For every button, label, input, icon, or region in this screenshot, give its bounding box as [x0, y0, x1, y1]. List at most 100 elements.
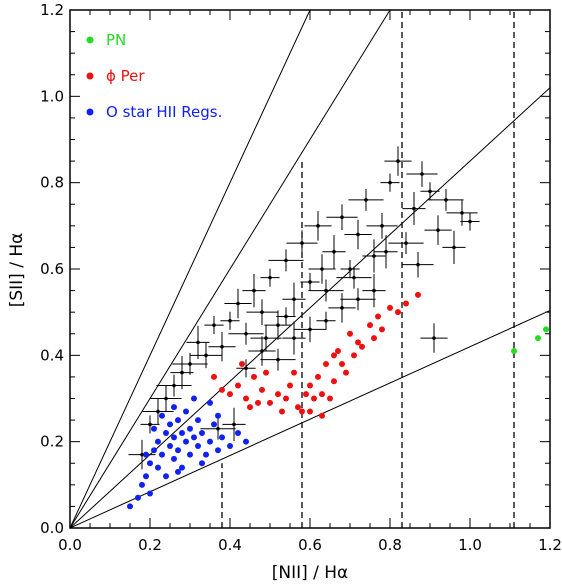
- data-point: [239, 360, 245, 367]
- data-point: [276, 357, 280, 362]
- data-point: [347, 330, 353, 337]
- data-point: [291, 369, 297, 376]
- data-point: [227, 391, 233, 398]
- data-point: [139, 481, 145, 488]
- data-point: [143, 451, 149, 458]
- data-point: [452, 245, 456, 250]
- data-point: [156, 409, 160, 414]
- x-tick-label: 0.0: [58, 536, 82, 554]
- data-point: [219, 434, 225, 441]
- data-point: [468, 219, 472, 224]
- data-point: [260, 349, 264, 353]
- data-point: [436, 228, 440, 232]
- data-point: [308, 327, 312, 332]
- data-point: [543, 326, 549, 333]
- data-point: [255, 399, 261, 406]
- data-point: [303, 391, 309, 398]
- data-point: [175, 468, 181, 475]
- data-point: [179, 464, 185, 471]
- x-tick-label: 0.8: [378, 536, 402, 554]
- data-point: [412, 206, 416, 211]
- data-point: [195, 442, 201, 449]
- data-point: [216, 426, 220, 431]
- data-point: [159, 412, 165, 419]
- data-point: [135, 494, 141, 501]
- y-tick-label: 0.4: [40, 346, 64, 364]
- data-point: [299, 408, 305, 415]
- data-point: [292, 336, 296, 340]
- data-point: [315, 373, 321, 380]
- data-point: [164, 396, 168, 401]
- data-point: [167, 442, 173, 449]
- data-point: [204, 353, 208, 358]
- data-point: [232, 422, 236, 427]
- series-2: [127, 395, 249, 510]
- data-point: [171, 404, 177, 411]
- data-point: [404, 241, 408, 245]
- data-point: [355, 339, 361, 346]
- data-point: [207, 438, 213, 445]
- data-point: [211, 421, 217, 428]
- y-tick-label: 1.0: [40, 87, 64, 105]
- data-point: [243, 438, 249, 445]
- data-point: [307, 382, 313, 389]
- x-tick-label: 1.2: [538, 536, 562, 554]
- data-point: [172, 383, 176, 388]
- data-point: [364, 198, 368, 202]
- data-point: [235, 430, 241, 437]
- data-point: [359, 343, 365, 350]
- data-point: [259, 386, 265, 393]
- data-point: [187, 451, 193, 458]
- data-point: [127, 503, 133, 510]
- data-point: [199, 460, 205, 467]
- data-point: [203, 451, 209, 458]
- data-point: [403, 300, 409, 307]
- data-point: [207, 399, 213, 406]
- legend-label: O star HII Regs.: [106, 103, 222, 121]
- data-point: [267, 399, 273, 406]
- data-point: [356, 232, 360, 237]
- reference-line-2: [70, 10, 391, 528]
- data-point: [151, 425, 157, 432]
- data-point: [188, 362, 192, 366]
- legend: PN ϕ Per O star HII Regs.: [86, 31, 222, 121]
- data-point: [283, 395, 289, 402]
- data-point: [444, 198, 448, 202]
- data-point: [295, 404, 301, 411]
- plot-area: [70, 10, 550, 528]
- data-point: [511, 348, 517, 355]
- data-point: [163, 473, 169, 480]
- data-point: [251, 373, 257, 380]
- data-point: [332, 249, 336, 254]
- data-point: [264, 336, 268, 340]
- data-point: [143, 473, 149, 480]
- data-point: [175, 447, 181, 454]
- data-point: [387, 304, 393, 311]
- data-point: [416, 262, 420, 267]
- data-point: [211, 373, 217, 380]
- legend-label: ϕ Per: [106, 67, 145, 85]
- data-point: [263, 369, 269, 376]
- data-point: [308, 280, 312, 284]
- data-point: [379, 326, 385, 333]
- data-point: [163, 430, 169, 437]
- data-point: [307, 408, 313, 415]
- data-point: [367, 322, 373, 329]
- legend-marker: [86, 108, 94, 116]
- data-point: [343, 369, 349, 376]
- data-point: [147, 490, 153, 497]
- data-point: [324, 319, 328, 323]
- data-point: [287, 382, 293, 389]
- data-point: [380, 224, 384, 228]
- reference-line-4: [70, 309, 550, 528]
- data-point: [535, 335, 541, 342]
- data-point: [375, 313, 381, 320]
- data-point: [372, 254, 376, 258]
- data-point: [319, 391, 325, 398]
- y-axis-title: [SII] / Hα: [7, 233, 27, 308]
- data-point: [220, 344, 224, 349]
- x-tick-label: 0.2: [138, 536, 162, 554]
- data-point: [395, 309, 401, 316]
- data-point: [167, 421, 173, 428]
